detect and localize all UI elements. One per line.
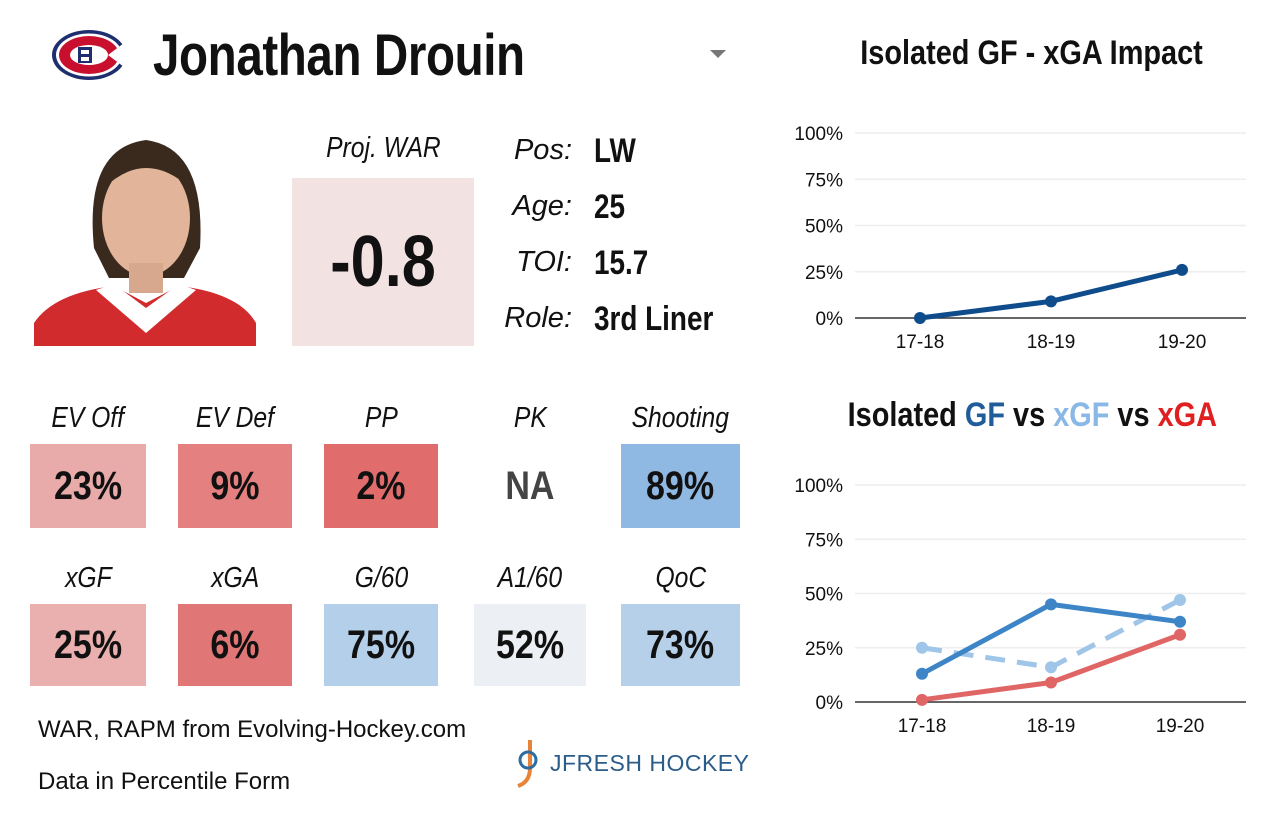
- role-label: Role:: [504, 302, 572, 334]
- data-point: [1045, 676, 1057, 689]
- pos-value: LW: [594, 132, 636, 170]
- chart-gf-xga-impact: 0% 25% 50% 75% 100% 17-18 18-19 19-20: [794, 124, 1246, 353]
- tile-label-g-60: G/60: [354, 562, 408, 594]
- y-tick-label: 100%: [794, 476, 843, 497]
- data-point: [1045, 661, 1057, 674]
- title-part: xGF: [1052, 396, 1110, 434]
- tile-label-pk: PK: [513, 402, 547, 434]
- tile-value-ev-off: 23%: [30, 444, 146, 528]
- player-photo: [34, 128, 256, 351]
- data-point: [1174, 615, 1186, 628]
- tile-label-pp: PP: [364, 402, 398, 434]
- pos-label: Pos:: [513, 134, 572, 166]
- title-part: vs: [1109, 396, 1158, 434]
- x-tick-label: 18-19: [1027, 332, 1076, 353]
- tile-label-shooting: Shooting: [631, 402, 730, 434]
- percentile-note: Data in Percentile Form: [38, 768, 291, 795]
- y-tick-label: 75%: [805, 530, 843, 551]
- data-point: [1045, 295, 1057, 308]
- tile-label-ev-def: EV Def: [195, 402, 275, 434]
- chart-gf-xgf-xga: 0% 25% 50% 75% 100% 17-18 18-19 19-20: [794, 476, 1246, 737]
- player-name: Jonathan Drouin: [153, 23, 525, 88]
- tile-value-pk: NA: [474, 444, 586, 528]
- x-tick-label: 19-20: [1156, 716, 1205, 737]
- age-label: Age:: [512, 190, 572, 222]
- tile-value-g-60: 75%: [324, 604, 438, 686]
- tile-label-xga: xGA: [211, 562, 259, 594]
- y-tick-label: 0%: [816, 693, 844, 714]
- jfresh-icon: [517, 740, 538, 788]
- y-tick-label: 50%: [805, 217, 843, 238]
- data-point: [914, 312, 926, 324]
- player-dropdown-icon[interactable]: [710, 50, 726, 58]
- data-point: [916, 693, 928, 706]
- age-value: 25: [594, 188, 626, 226]
- data-point: [916, 667, 928, 680]
- title-part: GF: [964, 396, 1005, 434]
- x-tick-label: 17-18: [898, 716, 947, 737]
- role-value: 3rd Liner: [594, 300, 714, 338]
- y-tick-label: 75%: [805, 170, 843, 191]
- tile-value-ev-def: 9%: [178, 444, 292, 528]
- x-tick-label: 19-20: [1158, 332, 1207, 353]
- team-logo: [50, 28, 128, 87]
- title-part: vs: [1004, 396, 1053, 434]
- tile-value-shooting: 89%: [621, 444, 740, 528]
- title-part: xGA: [1157, 396, 1217, 434]
- data-point: [1174, 594, 1186, 607]
- tile-value-xgf: 25%: [30, 604, 146, 686]
- toi-value: 15.7: [594, 244, 649, 282]
- series-line-gf-xga: [919, 267, 1183, 321]
- source-note: WAR, RAPM from Evolving-Hockey.com: [38, 716, 467, 743]
- tile-value-xga: 6%: [178, 604, 292, 686]
- data-point: [1045, 598, 1057, 611]
- y-tick-label: 50%: [805, 585, 843, 606]
- war-value: -0.8: [292, 178, 474, 346]
- data-point: [1176, 263, 1188, 276]
- tile-label-xgf: xGF: [64, 562, 112, 594]
- tile-value-a1-60: 52%: [474, 604, 586, 686]
- brand-logo: JFRESH HOCKEY: [514, 738, 749, 788]
- y-tick-label: 0%: [816, 309, 844, 330]
- y-tick-label: 25%: [805, 263, 843, 284]
- chart-2-title: Isolated GF vs xGF vs xGA: [802, 396, 1262, 435]
- tile-label-a1-60: A1/60: [497, 562, 563, 594]
- data-point: [916, 641, 928, 654]
- tile-value-pp: 2%: [324, 444, 438, 528]
- tile-label-ev-off: EV Off: [51, 402, 125, 434]
- tile-label-qoc: QoC: [655, 562, 706, 594]
- title-part: Isolated: [847, 396, 965, 434]
- toi-label: TOI:: [516, 246, 572, 278]
- tile-value-qoc: 73%: [621, 604, 740, 686]
- x-tick-label: 17-18: [896, 332, 945, 353]
- data-point: [1174, 628, 1186, 641]
- war-label: Proj. WAR: [325, 132, 441, 164]
- y-tick-label: 100%: [794, 124, 843, 145]
- chart-1-title: Isolated GF - xGA Impact: [860, 34, 1204, 72]
- x-tick-label: 18-19: [1027, 716, 1076, 737]
- y-tick-label: 25%: [805, 639, 843, 660]
